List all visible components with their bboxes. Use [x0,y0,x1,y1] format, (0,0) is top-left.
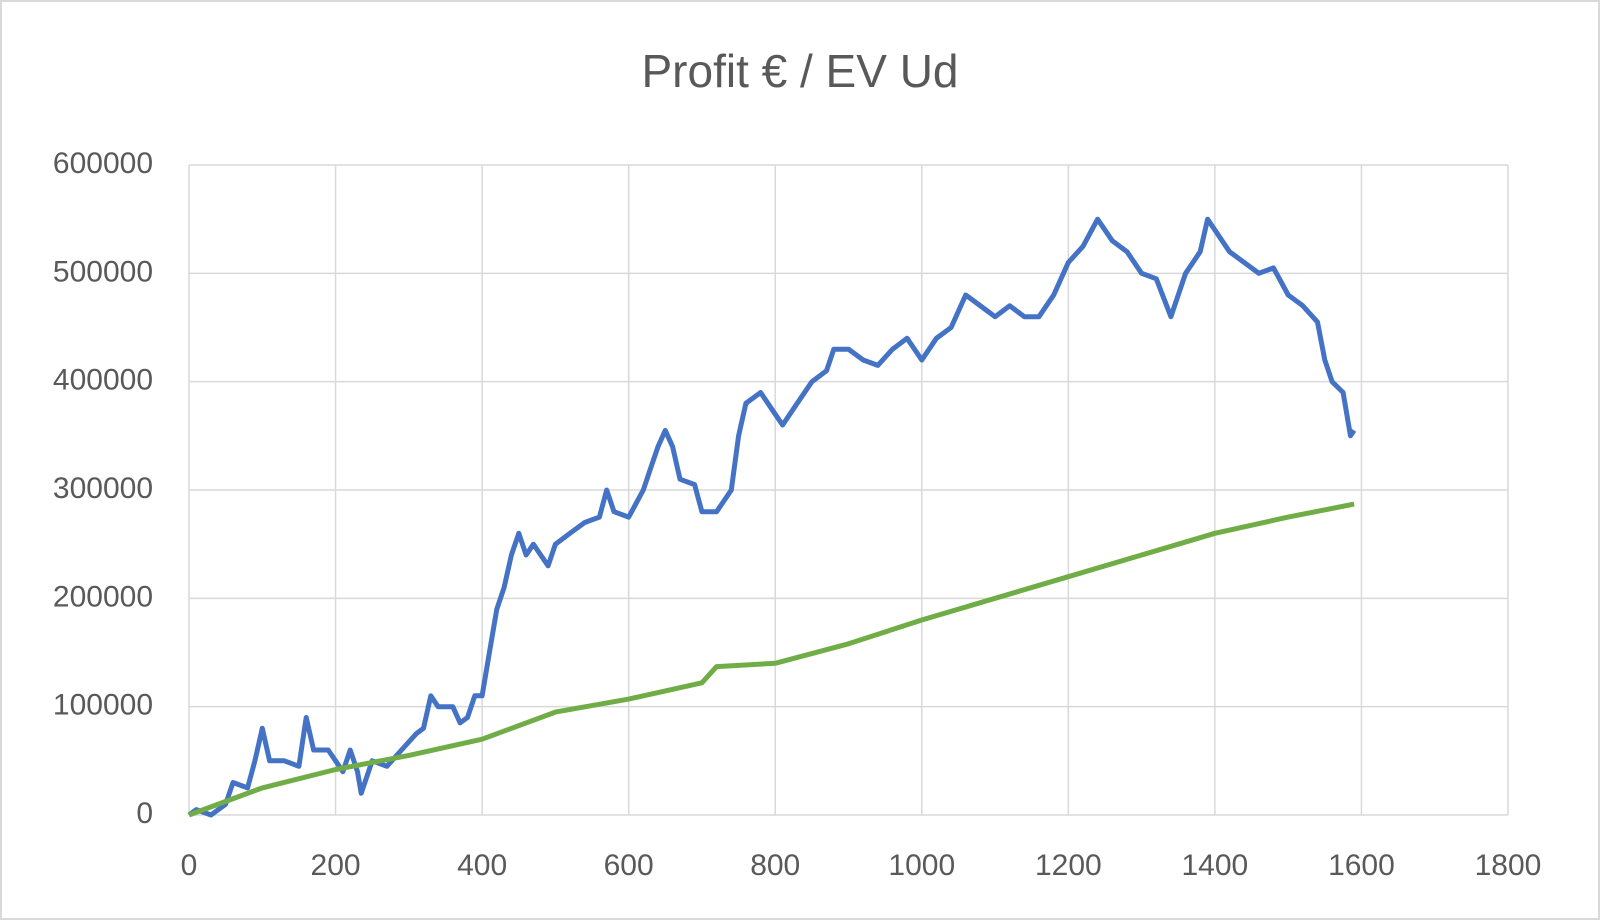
lines [187,216,1357,818]
x-tick-label: 0 [181,849,198,882]
x-tick-label: 1400 [1182,849,1249,882]
x-tick-label: 400 [457,849,507,882]
series-line [188,501,1355,818]
y-tick-label: 400000 [53,364,153,397]
y-tick-label: 200000 [53,580,153,613]
chart-title: Profit € / EV Ud [641,45,958,97]
x-tick-label: 1000 [888,849,955,882]
y-tick-label: 300000 [53,472,153,505]
y-tick-label: 100000 [53,689,153,722]
x-tick-label: 200 [311,849,361,882]
x-tick-label: 1200 [1035,849,1102,882]
x-tick-label: 800 [750,849,800,882]
x-tick-label: 600 [604,849,654,882]
y-tick-label: 500000 [53,255,153,288]
series-line [187,216,1357,818]
grid: 0 100000 200000 300000 400000 500000 600000 0 20… [53,147,1541,882]
y-tick-label: 0 [136,797,153,830]
y-tick-label: 600000 [53,147,153,180]
x-tick-label: 1600 [1328,849,1395,882]
x-tick-label: 1800 [1475,849,1542,882]
